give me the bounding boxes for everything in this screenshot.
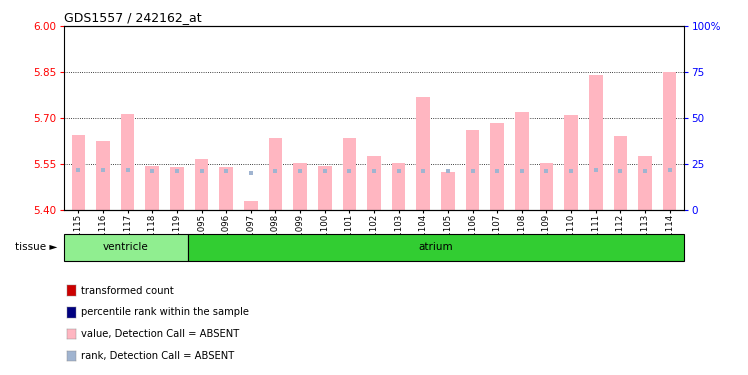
Bar	[417, 97, 430, 210]
Bar	[269, 138, 282, 210]
Text: GDS1557 / 242162_at: GDS1557 / 242162_at	[64, 11, 201, 24]
Bar	[170, 167, 184, 210]
Text: rank, Detection Call = ABSENT: rank, Detection Call = ABSENT	[81, 351, 234, 361]
Bar	[188, 234, 684, 261]
Bar	[539, 162, 554, 210]
Bar	[293, 162, 307, 210]
Bar	[638, 156, 652, 210]
Bar	[367, 156, 381, 210]
Bar	[491, 123, 504, 210]
Bar	[466, 130, 479, 210]
Bar	[515, 112, 529, 210]
Text: value, Detection Call = ABSENT: value, Detection Call = ABSENT	[81, 329, 239, 339]
Text: ventricle: ventricle	[102, 242, 149, 252]
Bar	[589, 75, 602, 210]
Bar	[392, 162, 405, 210]
Bar	[663, 72, 676, 210]
Bar	[64, 234, 188, 261]
Bar	[96, 141, 110, 210]
Text: transformed count: transformed count	[81, 286, 174, 296]
Bar	[244, 201, 257, 210]
Bar	[343, 138, 356, 210]
Bar	[564, 115, 578, 210]
Bar	[318, 166, 331, 210]
Bar	[613, 136, 627, 210]
Bar	[121, 114, 135, 210]
Bar	[194, 159, 209, 210]
Text: percentile rank within the sample: percentile rank within the sample	[81, 308, 249, 317]
Bar	[219, 167, 233, 210]
Bar	[72, 135, 85, 210]
Text: tissue ►: tissue ►	[15, 242, 58, 252]
Bar	[441, 172, 455, 210]
Text: atrium: atrium	[419, 242, 453, 252]
Bar	[146, 166, 159, 210]
